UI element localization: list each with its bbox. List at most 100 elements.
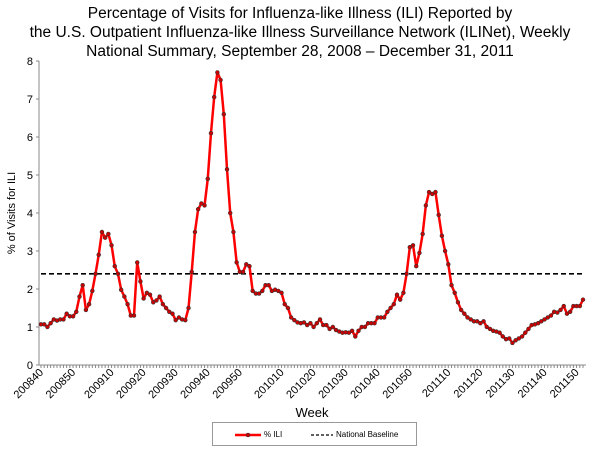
ili-data-point (462, 311, 467, 316)
x-tick-label: 201150 (548, 367, 582, 401)
ili-data-point (410, 243, 416, 248)
ili-data-point (90, 288, 95, 294)
ili-data-point (109, 243, 114, 248)
ili-data-point (346, 330, 352, 335)
ili-data-point (439, 233, 445, 239)
ili-data-point (173, 317, 178, 323)
x-tick-label: 201110 (420, 367, 453, 400)
ili-data-point (247, 264, 252, 269)
ili-data-point (231, 229, 236, 235)
ili-data-point (545, 315, 550, 320)
ili-data-point (330, 324, 336, 330)
ili-data-point (314, 321, 320, 326)
ili-data-point (455, 300, 461, 305)
ili-data-point (144, 290, 150, 295)
ili-data-point (106, 231, 111, 237)
ili-data-point (70, 314, 76, 319)
ili-data-point (497, 330, 502, 335)
ili-data-point (468, 317, 473, 322)
chart-title: Percentage of Visits for Influenza-like … (0, 4, 600, 61)
ili-data-point (45, 324, 50, 330)
ili-data-point (215, 70, 220, 75)
y-tick-label: 1 (27, 322, 33, 334)
y-tick-label: 8 (27, 56, 33, 68)
ili-data-point (420, 231, 425, 237)
ili-data-point (577, 303, 582, 309)
ili-data-point (308, 321, 313, 326)
ili-data-point (519, 334, 525, 339)
ili-data-point (160, 302, 166, 307)
ili-data-point (141, 296, 146, 301)
ili-data-point (426, 189, 432, 195)
ili-data-point (221, 111, 227, 117)
ili-data-point (362, 324, 368, 330)
x-axis-label: Week (296, 405, 329, 420)
ili-data-point (48, 321, 53, 326)
ili-data-point (285, 305, 291, 311)
ili-data-point (372, 321, 377, 326)
legend-item-baseline: National Baseline (311, 430, 398, 439)
ili-data-point (449, 283, 454, 288)
ili-data-point (404, 271, 409, 276)
y-tick-label: 3 (27, 246, 33, 258)
ili-data-point (199, 201, 204, 206)
ili-data-point (240, 269, 246, 275)
ili-data-point (452, 290, 457, 295)
ili-data-point (80, 283, 85, 288)
ili-data-point (118, 287, 124, 292)
y-tick-label: 2 (27, 284, 33, 296)
ili-data-point (195, 207, 201, 212)
ili-data-point (192, 229, 198, 235)
ili-data-point (513, 338, 518, 343)
y-tick-label: 6 (27, 132, 33, 144)
ili-data-point (157, 294, 162, 299)
ili-data-point (183, 317, 188, 323)
ili-data-point (356, 328, 361, 333)
ili-data-point (478, 321, 483, 326)
ili-data-point (42, 322, 47, 327)
legend-label: % ILI (264, 430, 283, 439)
ili-data-point (423, 203, 429, 208)
ili-data-point (131, 313, 137, 318)
ili-data-point (266, 283, 271, 288)
legend-line-ili-icon (235, 432, 261, 437)
ili-data-point (458, 307, 464, 313)
ili-data-point (417, 250, 422, 256)
ili-data-point (317, 317, 323, 322)
ili-data-point (186, 305, 191, 311)
x-tick-label: 200910 (82, 367, 116, 401)
x-tick-label: 201040 (348, 367, 382, 401)
ili-data-point (167, 309, 172, 314)
ili-data-point (433, 189, 438, 195)
y-tick-label: 7 (27, 94, 33, 106)
ili-data-point (279, 290, 284, 295)
legend: % ILI National Baseline (212, 422, 417, 446)
ili-data-point (74, 309, 79, 314)
ili-data-point (567, 309, 573, 314)
ili-data-point (112, 264, 117, 269)
ili-data-point (580, 297, 586, 302)
ili-data-point (83, 307, 89, 313)
ili-data-point (507, 336, 512, 341)
ili-data-point (115, 271, 121, 276)
ili-data-point (446, 262, 451, 267)
x-tick-label: 201010 (252, 367, 286, 401)
ili-data-point (135, 260, 140, 265)
x-tick-label: 200930 (146, 367, 180, 401)
ili-data-point (548, 313, 554, 318)
ili-data-point (535, 321, 541, 326)
ili-data-point (484, 324, 489, 330)
ili-data-point (311, 324, 316, 330)
ili-data-point (397, 297, 403, 302)
ili-data-point (228, 210, 233, 216)
x-tick-label: 200920 (114, 367, 148, 401)
ili-data-point (474, 319, 480, 324)
ili-data-point (436, 212, 441, 218)
ili-data-point (244, 262, 249, 267)
ili-data-point (526, 326, 531, 332)
ili-data-point (224, 167, 230, 172)
x-tick-label: 200850 (44, 367, 78, 401)
ili-data-point (414, 264, 419, 269)
ili-data-point (442, 248, 448, 254)
